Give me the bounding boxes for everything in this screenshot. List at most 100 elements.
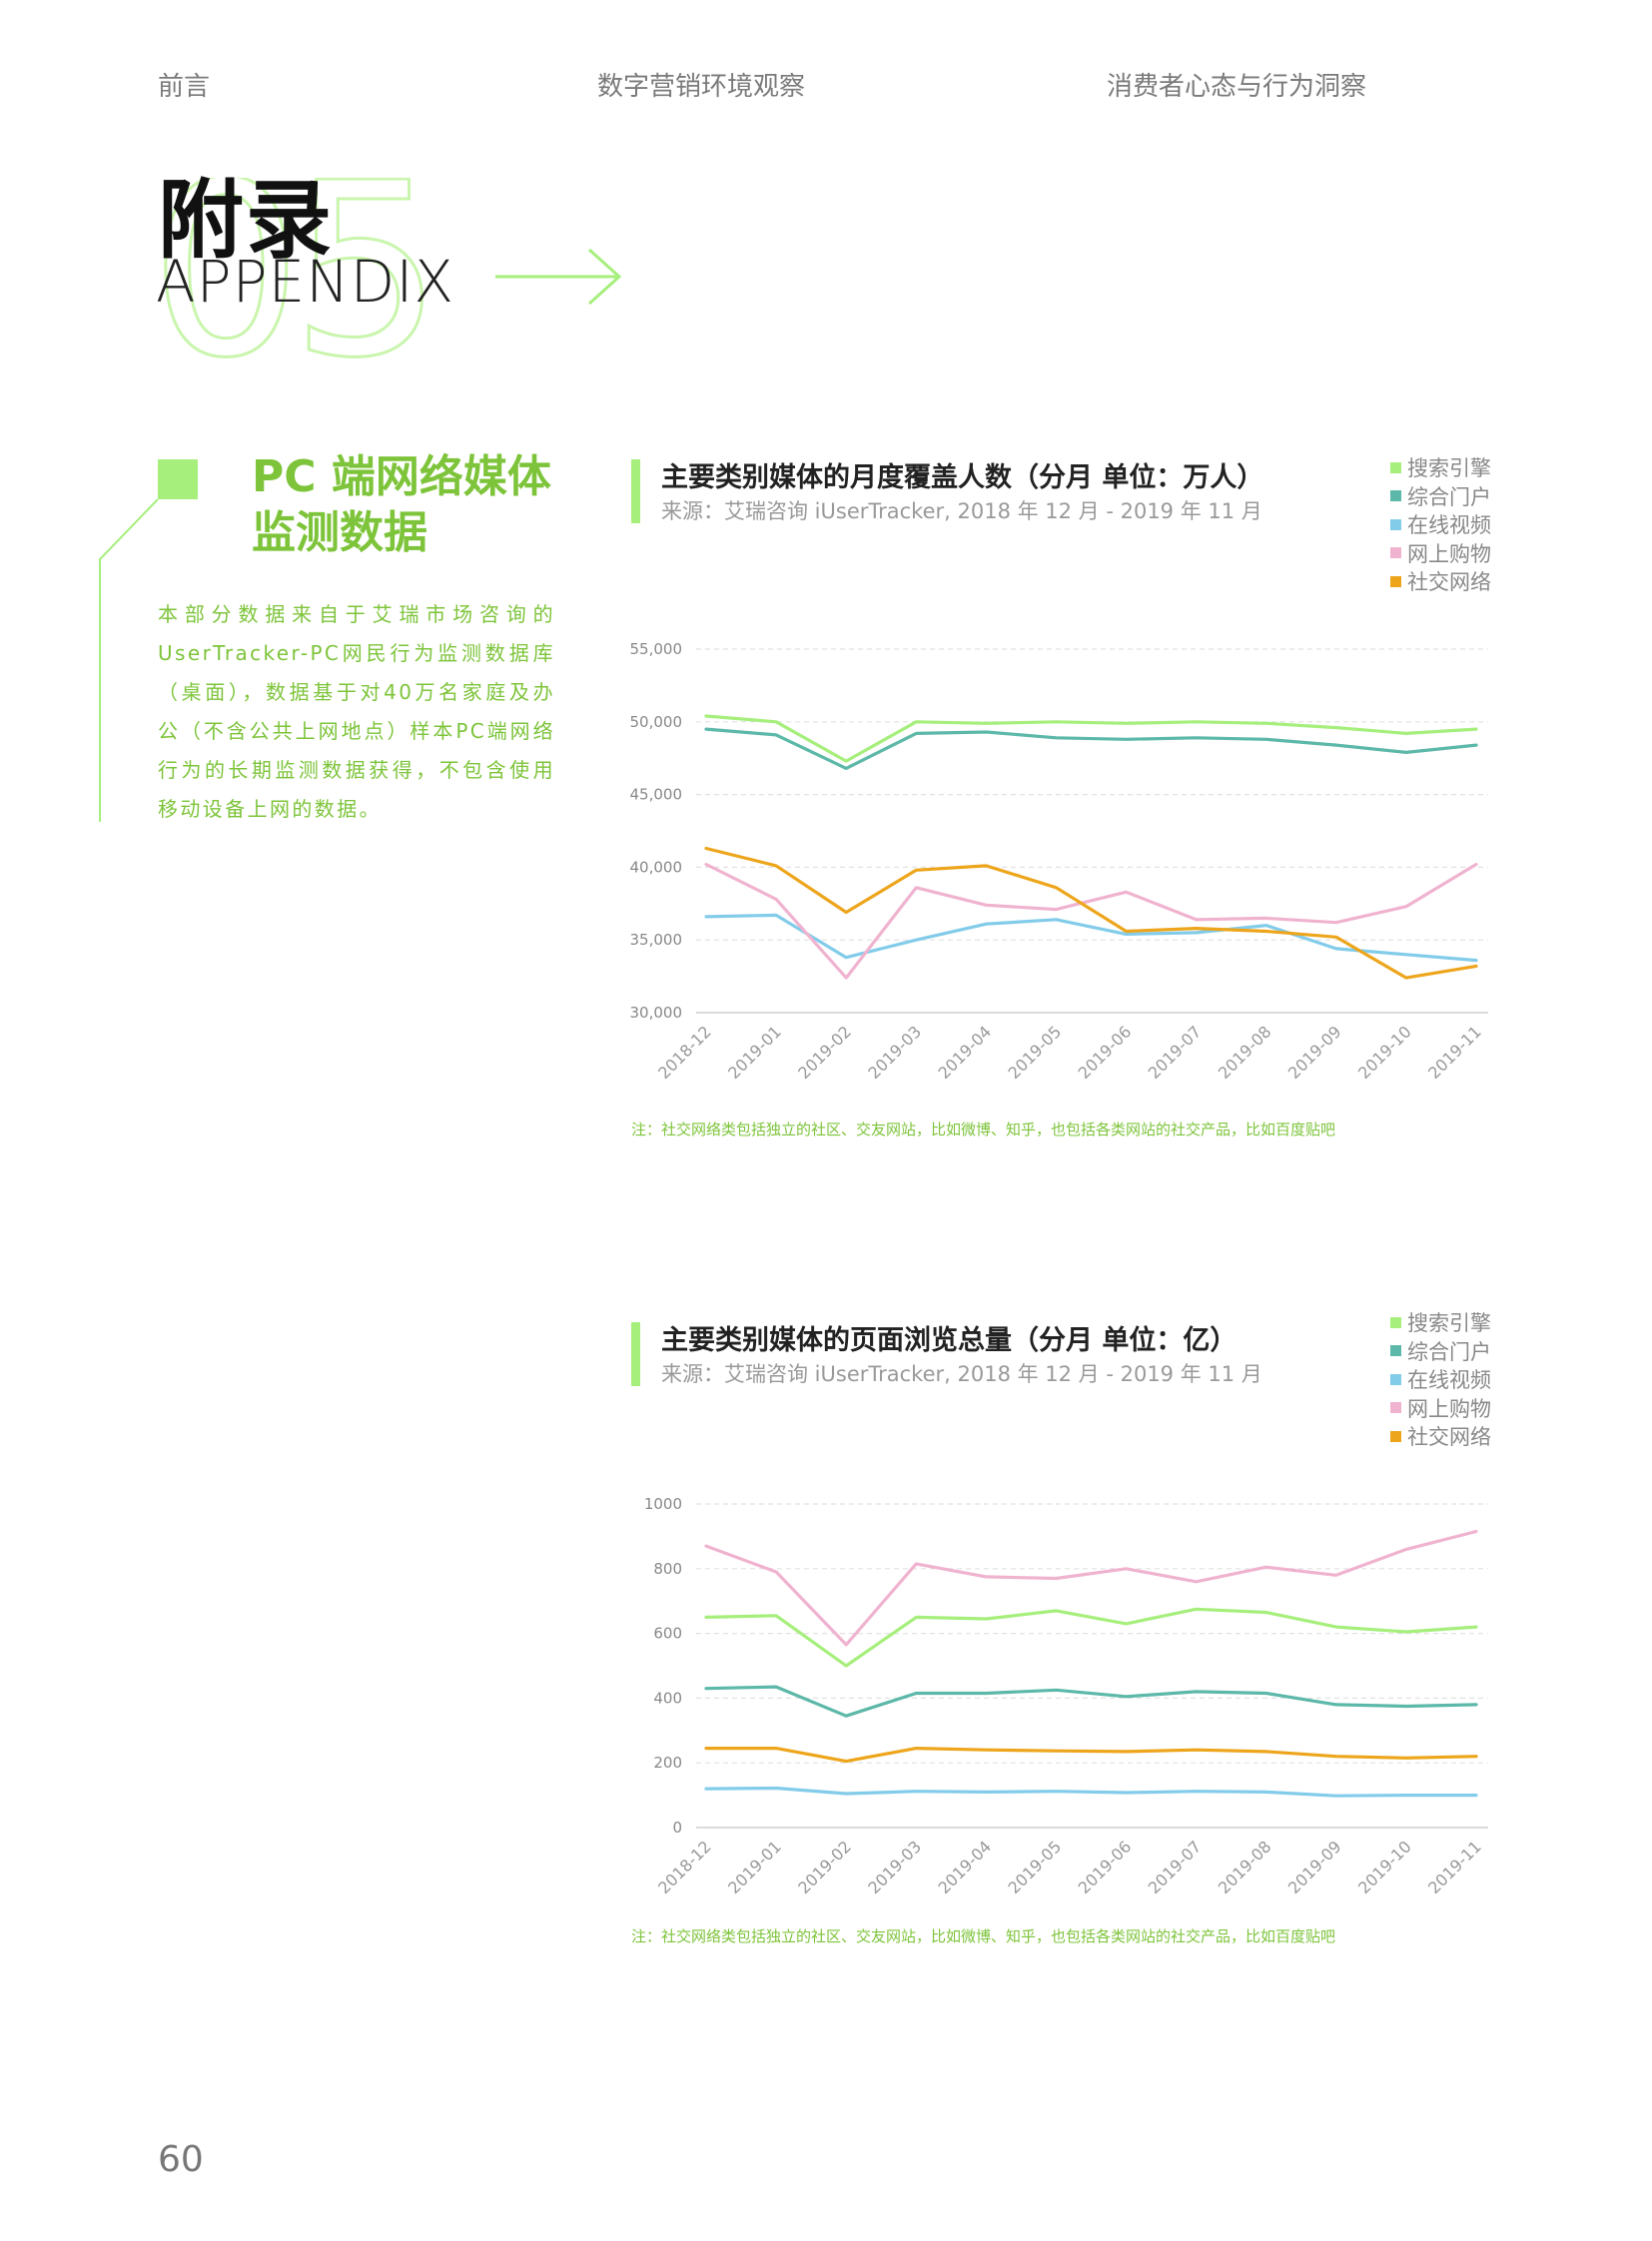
series-line [704, 714, 1478, 763]
legend-swatch [1390, 461, 1401, 473]
chart-2-source: 来源：艾瑞咨询 iUserTracker, 2018 年 12 月 - 2019… [661, 1362, 1262, 1386]
legend-label: 综合门户 [1407, 484, 1491, 509]
x-tick-label: 2019-08 [1215, 1022, 1275, 1083]
section-marker-square [158, 459, 198, 499]
y-tick-label: 55,000 [630, 640, 683, 658]
y-tick-label: 45,000 [630, 786, 683, 804]
x-tick-label: 2019-02 [794, 1837, 855, 1897]
nav-item-preface[interactable]: 前言 [158, 72, 211, 102]
legend-swatch [1390, 490, 1401, 501]
x-tick-label: 2019-06 [1075, 1837, 1136, 1897]
legend-item: 网上购物 [1390, 540, 1491, 569]
chart-2-legend: 搜索引擎综合门户在线视频网上购物社交网络 [1390, 1309, 1491, 1452]
legend-swatch [1390, 547, 1401, 558]
page-subtitle: APPENDIX [156, 248, 455, 316]
legend-item: 搜索引擎 [1390, 454, 1491, 483]
series-line [704, 1529, 1478, 1647]
y-tick-label: 200 [653, 1754, 682, 1772]
nav-item-digital-marketing[interactable]: 数字营销环境观察 [597, 72, 806, 102]
x-tick-label: 2019-04 [934, 1022, 995, 1083]
section-heading: PC 端网络媒体监测数据 [252, 451, 551, 558]
series-line [704, 913, 1478, 963]
series-line [704, 1786, 1478, 1798]
y-tick-label: 400 [653, 1689, 682, 1707]
legend-item: 综合门户 [1390, 1338, 1491, 1367]
y-tick-label: 35,000 [630, 931, 683, 949]
legend-item: 在线视频 [1390, 511, 1491, 540]
x-tick-label: 2019-03 [864, 1837, 925, 1897]
y-tick-label: 0 [672, 1819, 682, 1837]
x-tick-label: 2018-12 [654, 1022, 715, 1083]
y-tick-label: 50,000 [630, 713, 683, 731]
y-tick-label: 30,000 [630, 1004, 683, 1022]
legend-swatch [1390, 1345, 1401, 1356]
x-tick-label: 2019-09 [1284, 1022, 1345, 1083]
x-tick-label: 2019-04 [934, 1837, 995, 1897]
legend-item: 社交网络 [1390, 1423, 1491, 1452]
x-tick-label: 2018-12 [654, 1837, 715, 1897]
x-tick-label: 2019-03 [864, 1022, 925, 1083]
legend-label: 搜索引擎 [1407, 1311, 1491, 1335]
section-number-graphic: 05 [150, 178, 622, 368]
y-tick-label: 1000 [644, 1495, 682, 1513]
page-title: 附录 [158, 171, 334, 271]
legend-label: 在线视频 [1407, 513, 1491, 537]
legend-item: 网上购物 [1390, 1395, 1491, 1424]
legend-item: 社交网络 [1390, 568, 1491, 597]
x-tick-label: 2019-05 [1005, 1837, 1066, 1897]
page-number: 60 [158, 2139, 204, 2180]
nav-item-consumer-insight[interactable]: 消费者心态与行为洞察 [1107, 72, 1367, 102]
y-tick-label: 800 [653, 1560, 682, 1578]
x-tick-label: 2019-10 [1354, 1837, 1415, 1897]
y-tick-label: 40,000 [630, 858, 683, 876]
x-tick-label: 2019-06 [1075, 1022, 1136, 1083]
legend-label: 综合门户 [1407, 1339, 1491, 1364]
section-description: 本部分数据来自于艾瑞市场咨询的UserTracker-PC网民行为监测数据库（桌… [158, 602, 555, 821]
chart-1-source: 来源：艾瑞咨询 iUserTracker, 2018 年 12 月 - 2019… [661, 499, 1262, 523]
legend-swatch [1390, 1316, 1401, 1328]
series-line [704, 846, 1478, 980]
x-tick-label: 2019-02 [794, 1022, 855, 1083]
legend-label: 在线视频 [1407, 1368, 1491, 1392]
legend-swatch [1390, 1373, 1401, 1385]
chart-1-note: 注：社交网络类包括独立的社区、交友网站，比如微博、知乎，也包括各类网站的社交产品… [631, 1120, 1336, 1138]
series-line [704, 1607, 1478, 1668]
legend-swatch [1390, 1430, 1401, 1442]
chart-1-title: 主要类别媒体的月度覆盖人数（分月 单位：万人） [661, 462, 1264, 493]
x-tick-label: 2019-07 [1145, 1837, 1206, 1897]
legend-label: 社交网络 [1407, 1425, 1491, 1449]
x-tick-label: 2019-11 [1424, 1022, 1485, 1083]
arrow-right-icon [495, 248, 622, 306]
x-tick-label: 2019-01 [724, 1022, 785, 1083]
section-bracket-line [99, 498, 159, 822]
series-line [704, 1685, 1478, 1718]
legend-item: 在线视频 [1390, 1366, 1491, 1395]
x-tick-label: 2019-01 [724, 1837, 785, 1897]
x-tick-label: 2019-07 [1145, 1022, 1206, 1083]
chart-1-legend: 搜索引擎综合门户在线视频网上购物社交网络 [1390, 454, 1491, 597]
y-tick-label: 600 [653, 1625, 682, 1643]
legend-swatch [1390, 518, 1401, 530]
x-tick-label: 2019-11 [1424, 1837, 1485, 1897]
chart-title-accent-bar [631, 1322, 640, 1386]
chart-2-note: 注：社交网络类包括独立的社区、交友网站，比如微博、知乎，也包括各类网站的社交产品… [631, 1927, 1336, 1945]
x-tick-label: 2019-10 [1354, 1022, 1415, 1083]
legend-swatch [1390, 575, 1401, 587]
legend-item: 搜索引擎 [1390, 1309, 1491, 1338]
legend-label: 社交网络 [1407, 570, 1491, 594]
x-tick-label: 2019-09 [1284, 1837, 1345, 1897]
x-tick-label: 2019-05 [1005, 1022, 1066, 1083]
section-number: 05 [150, 178, 430, 368]
legend-label: 网上购物 [1407, 1396, 1491, 1421]
legend-swatch [1390, 1402, 1401, 1413]
series-line [704, 862, 1478, 980]
chart-1-plot: 30,000 35,000 40,000 45,000 50,000 55,000 2018… [630, 640, 1488, 1083]
chart-2-title: 主要类别媒体的页面浏览总量（分月 单位：亿） [661, 1325, 1238, 1356]
legend-label: 搜索引擎 [1407, 456, 1491, 480]
chart-title-accent-bar [631, 459, 640, 523]
legend-item: 综合门户 [1390, 483, 1491, 512]
legend-label: 网上购物 [1407, 541, 1491, 566]
series-line [704, 727, 1478, 770]
x-tick-label: 2019-08 [1215, 1837, 1275, 1897]
